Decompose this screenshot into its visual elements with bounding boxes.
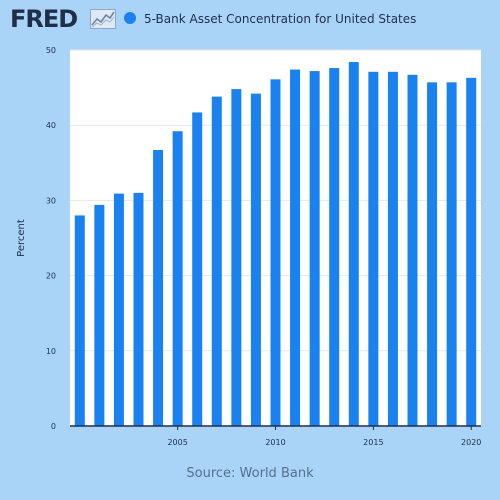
bar xyxy=(270,79,281,426)
source-note: Source: World Bank xyxy=(186,466,314,481)
y-axis-label: Percent xyxy=(16,219,27,257)
bar xyxy=(211,96,222,427)
bar xyxy=(427,82,438,426)
x-tick-label: 2015 xyxy=(363,438,383,447)
bar xyxy=(387,71,398,427)
bar xyxy=(348,62,359,426)
legend-series-label: 5-Bank Asset Concentration for United St… xyxy=(144,12,417,26)
x-tick-label: 2020 xyxy=(461,438,481,447)
bar xyxy=(309,71,320,426)
bar xyxy=(113,193,124,426)
legend-marker xyxy=(124,12,136,24)
y-tick-label: 0 xyxy=(51,422,56,431)
bar xyxy=(446,82,457,426)
bar xyxy=(153,150,164,427)
y-tick-label: 50 xyxy=(46,46,56,55)
bar xyxy=(94,204,105,426)
y-tick-label: 20 xyxy=(46,272,56,281)
bar xyxy=(133,192,144,426)
bar xyxy=(74,215,85,426)
x-tick-label: 2005 xyxy=(167,438,187,447)
bar xyxy=(329,68,340,426)
y-tick-label: 30 xyxy=(46,196,56,205)
bar xyxy=(192,112,203,426)
bar xyxy=(250,93,261,426)
bar xyxy=(466,77,477,426)
bar xyxy=(172,131,183,426)
bar xyxy=(231,89,242,426)
chart-header: FRED 5-Bank Asset Concentration for Unit… xyxy=(0,0,500,40)
fred-logo: FRED xyxy=(10,5,78,33)
bar xyxy=(407,74,418,426)
y-tick-label: 10 xyxy=(46,347,56,356)
x-tick-label: 2010 xyxy=(265,438,285,447)
bar xyxy=(368,71,379,427)
y-tick-label: 40 xyxy=(46,121,56,130)
line-graph-icon xyxy=(90,9,116,29)
bar xyxy=(290,69,301,426)
